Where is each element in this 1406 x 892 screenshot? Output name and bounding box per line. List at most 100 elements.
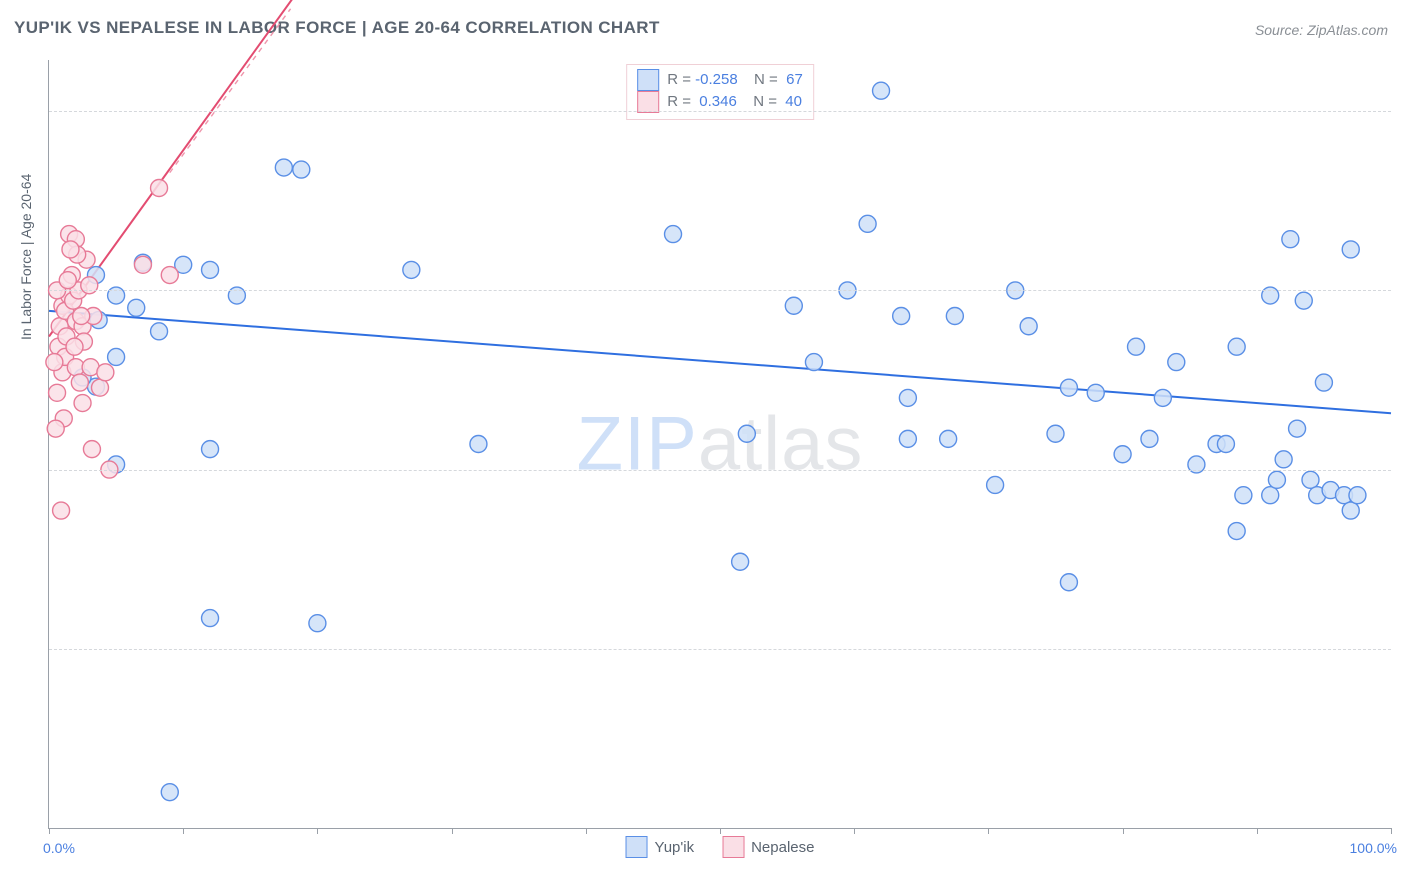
data-point xyxy=(805,354,822,371)
data-point xyxy=(293,161,310,178)
data-point xyxy=(202,441,219,458)
data-point xyxy=(62,241,79,258)
data-point xyxy=(738,425,755,442)
data-point xyxy=(1020,318,1037,335)
data-point xyxy=(59,272,76,289)
data-point xyxy=(97,364,114,381)
data-point xyxy=(1302,471,1319,488)
data-point xyxy=(161,267,178,284)
data-point xyxy=(1060,379,1077,396)
y-tick-label: 100.0% xyxy=(1401,103,1406,119)
x-tick xyxy=(452,828,453,834)
swatch-icon xyxy=(626,836,648,858)
data-point xyxy=(1060,574,1077,591)
gridline-h xyxy=(49,111,1391,112)
data-point xyxy=(202,610,219,627)
data-point xyxy=(1087,384,1104,401)
y-axis-title: In Labor Force | Age 20-64 xyxy=(18,174,34,340)
data-point xyxy=(53,502,70,519)
legend-r-value: -0.258 xyxy=(695,71,738,88)
x-axis-label-left: 0.0% xyxy=(43,840,75,856)
data-point xyxy=(1315,374,1332,391)
data-point xyxy=(1282,231,1299,248)
x-tick xyxy=(49,828,50,834)
x-tick xyxy=(586,828,587,834)
x-tick xyxy=(988,828,989,834)
plot-area: ZIPatlas R = -0.258 N = 67 R = 0.346 N =… xyxy=(48,60,1391,829)
y-tick-label: 47.5% xyxy=(1401,641,1406,657)
data-point xyxy=(1268,471,1285,488)
x-tick xyxy=(720,828,721,834)
data-point xyxy=(899,389,916,406)
x-tick xyxy=(183,828,184,834)
gridline-h xyxy=(49,290,1391,291)
data-point xyxy=(49,384,66,401)
swatch-icon xyxy=(637,69,659,91)
x-tick xyxy=(854,828,855,834)
data-point xyxy=(83,441,100,458)
data-point xyxy=(128,299,145,316)
data-point xyxy=(946,308,963,325)
legend-n-label: N = xyxy=(753,93,781,110)
gridline-h xyxy=(49,470,1391,471)
data-point xyxy=(987,476,1004,493)
x-tick xyxy=(1257,828,1258,834)
data-point xyxy=(859,215,876,232)
swatch-icon xyxy=(722,836,744,858)
data-point xyxy=(732,553,749,570)
data-point xyxy=(1342,502,1359,519)
x-tick xyxy=(1123,828,1124,834)
source-attribution: Source: ZipAtlas.com xyxy=(1255,22,1388,38)
data-point xyxy=(151,323,168,340)
legend-r-label: R = xyxy=(667,93,695,110)
data-point xyxy=(151,180,168,197)
data-point xyxy=(202,261,219,278)
legend-label: Yup'ik xyxy=(655,839,695,856)
data-point xyxy=(161,784,178,801)
data-point xyxy=(470,436,487,453)
data-point xyxy=(46,354,63,371)
y-tick-label: 82.5% xyxy=(1401,282,1406,298)
legend-n-value: 67 xyxy=(786,71,803,88)
data-point xyxy=(47,420,64,437)
gridline-h xyxy=(49,649,1391,650)
chart-title: YUP'IK VS NEPALESE IN LABOR FORCE | AGE … xyxy=(14,18,660,38)
data-point xyxy=(1154,389,1171,406)
data-point xyxy=(91,379,108,396)
legend-n-value: 40 xyxy=(785,93,802,110)
data-point xyxy=(71,374,88,391)
data-point xyxy=(1217,436,1234,453)
y-tick-label: 65.0% xyxy=(1401,462,1406,478)
regression-line xyxy=(49,311,1391,413)
data-point xyxy=(899,430,916,447)
data-point xyxy=(309,615,326,632)
data-point xyxy=(1342,241,1359,258)
legend-bottom: Yup'ik Nepalese xyxy=(626,836,815,858)
data-point xyxy=(1114,446,1131,463)
legend-row-nepalese: R = 0.346 N = 40 xyxy=(637,91,803,113)
x-tick xyxy=(317,828,318,834)
data-point xyxy=(108,348,125,365)
x-tick xyxy=(1391,828,1392,834)
data-point xyxy=(74,395,91,412)
data-point xyxy=(134,256,151,273)
data-point xyxy=(73,308,90,325)
data-point xyxy=(1168,354,1185,371)
x-axis-label-right: 100.0% xyxy=(1350,840,1397,856)
data-point xyxy=(940,430,957,447)
data-point xyxy=(1228,523,1245,540)
legend-r-value: 0.346 xyxy=(699,93,737,110)
data-point xyxy=(873,82,890,99)
data-point xyxy=(665,226,682,243)
legend-item-yupik: Yup'ik xyxy=(626,836,695,858)
legend-label: Nepalese xyxy=(751,839,814,856)
data-point xyxy=(785,297,802,314)
data-point xyxy=(1262,487,1279,504)
legend-n-label: N = xyxy=(754,71,782,88)
legend-r-label: R = xyxy=(667,71,695,88)
chart-svg xyxy=(49,60,1391,828)
legend-item-nepalese: Nepalese xyxy=(722,836,814,858)
data-point xyxy=(403,261,420,278)
legend-row-yupik: R = -0.258 N = 67 xyxy=(637,69,803,91)
data-point xyxy=(1141,430,1158,447)
